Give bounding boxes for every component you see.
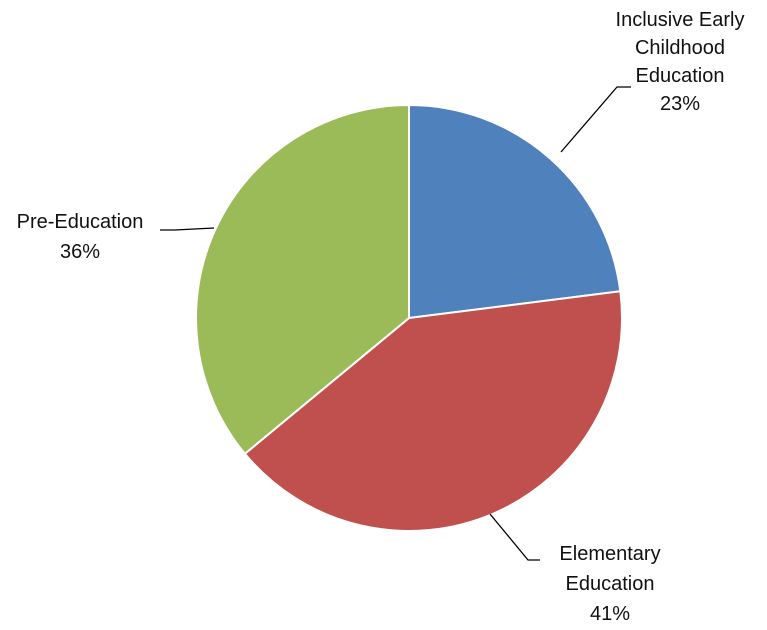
leader-line: [489, 513, 540, 561]
data-label-category: Education: [566, 573, 655, 595]
data-label-category: Inclusive Early: [616, 9, 745, 31]
leader-lines: [160, 86, 631, 561]
leader-line: [160, 227, 215, 231]
data-label: Inclusive Early Childhood Education 23%: [616, 9, 745, 115]
pie-slice: [195, 104, 410, 455]
pie-slice: [408, 104, 622, 319]
data-label-category: Pre-Education: [17, 211, 144, 233]
pie-slice: [243, 290, 623, 532]
data-labels: Inclusive Early Childhood Education 23% Elem…: [17, 9, 745, 625]
data-label: Pre-Education 36%: [17, 211, 144, 263]
leader-line: [560, 86, 631, 153]
data-label: Elementary Education 41%: [559, 543, 660, 625]
pie-slices: [195, 104, 623, 532]
data-label-value: 23%: [660, 93, 700, 115]
data-label-value: 41%: [590, 603, 630, 625]
data-label-value: 36%: [60, 241, 100, 263]
data-label-category: Elementary: [559, 543, 660, 565]
data-label-category: Education: [636, 65, 725, 87]
data-label-category: Childhood: [635, 37, 725, 59]
